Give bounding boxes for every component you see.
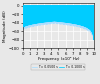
T = 0.0500 s bbox=[36, 10, 37, 11]
T = 0.0500 s bbox=[22, 5, 23, 6]
T = 0.1000 s bbox=[93, 39, 94, 40]
T = 0.1000 s bbox=[22, 12, 24, 13]
T = 0.0500 s bbox=[93, 39, 94, 40]
T = 0.1000 s bbox=[93, 5, 95, 6]
T = 0.1000 s bbox=[90, 11, 91, 12]
T = 0.1000 s bbox=[26, 5, 28, 6]
T = 0.0500 s bbox=[57, 12, 58, 13]
T = 0.0500 s bbox=[90, 10, 91, 11]
T = 0.1000 s bbox=[57, 6, 58, 7]
T = 0.1000 s bbox=[25, 7, 26, 8]
T = 0.0500 s bbox=[26, 5, 28, 6]
Line: T = 0.1000 s: T = 0.1000 s bbox=[23, 6, 94, 40]
T = 0.1000 s bbox=[22, 5, 23, 6]
Legend: T = 0.0500 s, T = 0.1000 s: T = 0.0500 s, T = 0.1000 s bbox=[31, 64, 85, 70]
T = 0.0500 s bbox=[25, 6, 26, 7]
T = 0.1000 s bbox=[36, 10, 37, 11]
Line: T = 0.0500 s: T = 0.0500 s bbox=[23, 6, 94, 40]
T = 0.0500 s bbox=[93, 5, 95, 6]
X-axis label: Frequency (x10² Hz): Frequency (x10² Hz) bbox=[38, 57, 79, 61]
T = 0.0500 s bbox=[22, 13, 24, 14]
Y-axis label: Magnitude (dB): Magnitude (dB) bbox=[4, 10, 8, 42]
